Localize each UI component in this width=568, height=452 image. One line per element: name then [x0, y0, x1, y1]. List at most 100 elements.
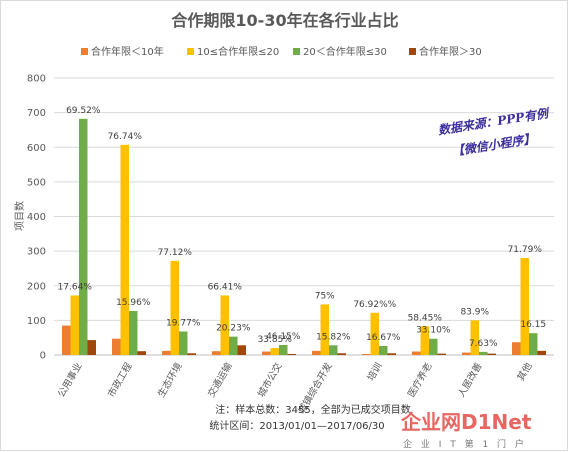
x-category-label: 市政工程 — [105, 360, 135, 399]
x-category-label: 交通运输 — [205, 360, 235, 399]
bar — [462, 352, 471, 355]
watermark-slogan: 企 业 I T 第 1 门 户 — [403, 438, 527, 450]
bar — [429, 338, 438, 355]
bar — [362, 353, 371, 355]
data-label: 66.41% — [208, 282, 243, 292]
watermark-logo: 企业网D1Net 企 业 I T 第 1 门 户 — [400, 410, 532, 450]
bars — [62, 118, 546, 355]
bar — [270, 348, 279, 355]
legend-label: 20＜合作年限≤30 — [303, 45, 387, 58]
x-category-label: 公用事业 — [55, 361, 84, 400]
y-tick-label: 0 — [40, 351, 46, 362]
bar — [479, 351, 488, 355]
data-label: 46.15% — [266, 332, 301, 342]
data-labels: 17.64% 69.52% 76.74% 15.96% 77.12% 19.77% 66.4… — [58, 106, 547, 349]
data-label: 76.92%% — [353, 300, 396, 310]
bar — [229, 336, 238, 355]
bar — [87, 340, 96, 355]
bar — [112, 338, 121, 355]
y-axis-ticks: 0 100 200 300 400 500 600 700 800 — [27, 74, 46, 362]
bar — [120, 144, 129, 355]
y-tick-label: 800 — [27, 74, 46, 85]
bar — [237, 345, 246, 355]
bar — [62, 325, 71, 355]
bar — [312, 350, 321, 355]
bar — [437, 353, 446, 355]
data-label: 33.85% — [258, 335, 293, 345]
bar — [137, 351, 146, 355]
bar — [470, 320, 479, 355]
bar — [129, 311, 138, 355]
y-tick-label: 400 — [27, 212, 46, 223]
data-label: 15.96% — [116, 298, 151, 308]
data-label: 20.23% — [216, 324, 251, 334]
data-label: 58.45% — [408, 313, 443, 323]
y-tick-label: 500 — [27, 177, 46, 188]
bar — [329, 345, 338, 355]
bar — [279, 344, 288, 355]
data-label: 71.79% — [508, 245, 543, 255]
bar — [70, 295, 79, 355]
legend-swatch — [81, 48, 88, 55]
bar — [412, 351, 421, 355]
y-tick-label: 100 — [27, 316, 46, 327]
x-category-label: 生态环境 — [155, 360, 185, 399]
bar — [520, 258, 529, 355]
bar — [487, 353, 496, 355]
data-label: 77.12% — [158, 248, 193, 258]
y-axis-title: 项目数 — [13, 201, 26, 231]
bar — [220, 295, 229, 355]
data-label: 75% — [315, 291, 335, 301]
bar — [162, 350, 171, 355]
x-category-label: 医疗养老 — [405, 360, 435, 399]
bar — [512, 342, 521, 355]
data-label: 15.82% — [316, 332, 351, 342]
x-category-label: 人居改善 — [455, 360, 485, 399]
bar — [179, 331, 188, 355]
x-category-label: 培训 — [365, 361, 385, 383]
bar — [287, 353, 296, 355]
gridlines — [54, 77, 554, 321]
data-label: 19.77% — [166, 318, 201, 328]
bar — [370, 312, 379, 355]
y-tick-label: 300 — [27, 247, 46, 258]
bar — [337, 353, 346, 355]
legend-label: 10≤合作年限≤20 — [197, 45, 279, 58]
y-tick-label: 600 — [27, 143, 46, 154]
y-tick-label: 200 — [27, 281, 46, 292]
watermark-logo-text: 企业网D1Net — [400, 410, 532, 434]
bar — [379, 345, 388, 355]
legend-label: 合作年限＞30 — [419, 45, 482, 58]
data-label: 17.64% — [58, 282, 93, 292]
bar — [420, 326, 429, 355]
data-label: 7.63% — [469, 339, 498, 349]
legend-swatch — [409, 48, 416, 55]
bar — [187, 353, 196, 355]
bar — [262, 351, 271, 355]
data-label: 33.10% — [416, 326, 451, 336]
x-category-label: 城市公交 — [255, 360, 285, 399]
legend-swatch — [187, 48, 194, 55]
footnote-period: 统计区间：2013/01/01—2017/06/30 — [209, 419, 384, 432]
bar — [170, 260, 179, 355]
bar — [529, 333, 538, 355]
legend-swatch — [293, 48, 300, 55]
source-note: 数据来源：PPP有例 【微信小程序】 — [437, 106, 551, 159]
bar — [79, 118, 88, 355]
source-note-line2: 【微信小程序】 — [451, 132, 536, 159]
x-category-label: 其他 — [515, 360, 535, 383]
bar — [320, 304, 329, 355]
data-label: 69.52% — [66, 106, 101, 116]
bar — [212, 351, 221, 355]
data-label: 76.74% — [108, 132, 143, 142]
bar — [537, 350, 546, 355]
data-label: 83.9% — [460, 307, 489, 317]
data-label: 16.67% — [366, 333, 401, 343]
legend: 合作年限＜10年 10≤合作年限≤20 20＜合作年限≤30 合作年限＞30 — [81, 45, 482, 58]
footnote-sample: 注：样本总数：3455，全部为已成交项目数 — [215, 403, 410, 416]
data-label: 16.15 — [520, 320, 546, 330]
legend-label: 合作年限＜10年 — [91, 45, 164, 58]
chart-title: 合作期限10-30年在各行业占比 — [171, 11, 398, 30]
